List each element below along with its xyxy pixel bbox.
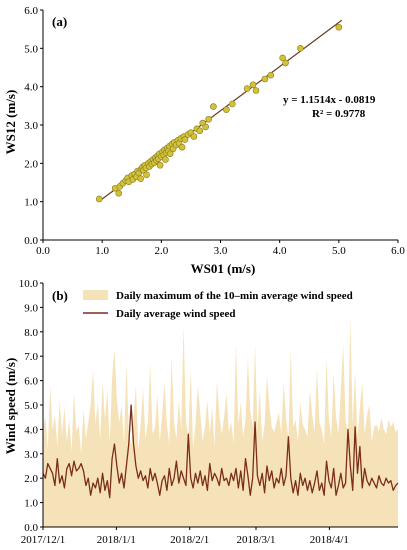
panel-a-x-tick-label: 5.0 (332, 245, 346, 257)
scatter-point (115, 189, 123, 197)
scatter-point (229, 100, 236, 108)
panel-b-y-axis-title: Wind speed (m/s) (3, 358, 18, 455)
panel-b-y-tick-label: 8.0 (24, 327, 38, 339)
scatter-point (249, 81, 257, 89)
panel-a-y-axis-title: WS12 (m/s) (3, 90, 18, 155)
panel-b-y-tick-label: 0.0 (24, 522, 38, 534)
panel-a-y-tick-label: 2.0 (24, 158, 38, 170)
legend-label-average: Daily average wind speed (116, 308, 235, 320)
panel-a-label: (a) (52, 14, 67, 29)
scatter-point (267, 71, 275, 79)
panel-b-label: (b) (52, 288, 68, 303)
panel-b-average-line (42, 404, 399, 499)
panel-b-x-tick-label: 2018/3/1 (236, 534, 275, 546)
panel-b-x-tick-label: 2017/12/1 (21, 534, 66, 546)
scatter-point (223, 106, 230, 113)
panel-b-x-tick-label: 2018/2/1 (170, 534, 209, 546)
scatter-point (252, 87, 260, 94)
scatter-point (166, 150, 174, 158)
panel-a-x-axis-title: WS01 (m/s) (191, 261, 256, 276)
panel-a-y-tick-label: 1.0 (24, 197, 38, 209)
panel-b-y-tick-label: 1.0 (24, 498, 38, 510)
panel-b-y-tick-label: 10.0 (19, 278, 39, 290)
panel-b-x-tick-label: 2018/4/1 (310, 534, 349, 546)
panel-a-y-tick-label: 5.0 (24, 43, 38, 55)
scatter-point (178, 143, 186, 151)
average-wind-line (42, 404, 399, 499)
scatter-point (137, 175, 144, 182)
panel-b-y-tick-label: 4.0 (24, 424, 38, 436)
panel-b-y-tick-label: 2.0 (24, 473, 38, 485)
panel-a-y-tick-label: 6.0 (24, 5, 38, 17)
panel-a-x-tick-label: 6.0 (391, 245, 405, 257)
scatter-point (279, 54, 286, 62)
panel-b-max-area (43, 317, 398, 527)
scatter-point (210, 103, 217, 110)
scatter-point (243, 85, 251, 92)
panel-a-r-squared: R² = 0.9778 (312, 108, 366, 120)
panel-a-ticks: 0.0 1.0 2.0 3.0 4.0 5.0 6.0 0.0 1.0 2.0 3.0 4.0 5.0 6… (24, 5, 405, 257)
panel-b-y-tick-label: 9.0 (24, 302, 38, 314)
panel-a-x-tick-label: 4.0 (273, 245, 287, 257)
panel-a-y-tick-label: 0.0 (24, 235, 38, 247)
panel-a-equation: y = 1.1514x - 0.0819 (283, 94, 376, 106)
scatter-point (181, 136, 189, 143)
scatter-point (205, 115, 212, 123)
panel-a-x-tick-label: 1.0 (95, 245, 109, 257)
panel-a-x-tick-label: 0.0 (36, 245, 50, 257)
panel-b-y-tick-label: 7.0 (24, 351, 38, 363)
panel-a-y-tick-label: 3.0 (24, 120, 38, 132)
panel-a-points (95, 23, 343, 203)
scatter-point (143, 171, 150, 179)
legend-swatch-max (83, 290, 108, 300)
scatter-point (335, 23, 343, 31)
panel-b-y-tick-label: 5.0 (24, 400, 38, 412)
panel-a-x-tick-label: 3.0 (214, 245, 228, 257)
panel-a-plot-area (42, 10, 398, 241)
panel-a-x-tick-label: 2.0 (154, 245, 168, 257)
panel-b: 0.0 1.0 2.0 3.0 4.0 5.0 6.0 7.0 8.0 9.0 10.0 2017/1… (3, 278, 399, 546)
scatter-point (297, 45, 304, 52)
scatter-point (95, 195, 103, 203)
scatter-point (282, 59, 289, 67)
legend-label-max: Daily maximum of the 10–min average wind… (116, 290, 353, 302)
scatter-point (156, 161, 164, 169)
panel-b-ticks: 0.0 1.0 2.0 3.0 4.0 5.0 6.0 7.0 8.0 9.0 10.0 2017/1… (19, 278, 349, 546)
panel-b-x-tick-label: 2018/1/1 (97, 534, 136, 546)
panel-b-y-tick-label: 3.0 (24, 449, 38, 461)
scatter-point (190, 133, 198, 140)
legend: Daily maximum of the 10–min average wind… (83, 290, 353, 320)
max-wind-area (43, 317, 398, 527)
panel-a: 0.0 1.0 2.0 3.0 4.0 5.0 6.0 0.0 1.0 2.0 3.0 4.0 5.0 6… (3, 5, 405, 276)
scatter-point (196, 127, 204, 135)
panel-a-y-tick-label: 4.0 (24, 82, 38, 94)
scatter-point (261, 75, 269, 83)
scatter-point (202, 123, 210, 131)
scatter-point (162, 156, 169, 163)
panel-b-y-tick-label: 6.0 (24, 376, 38, 388)
